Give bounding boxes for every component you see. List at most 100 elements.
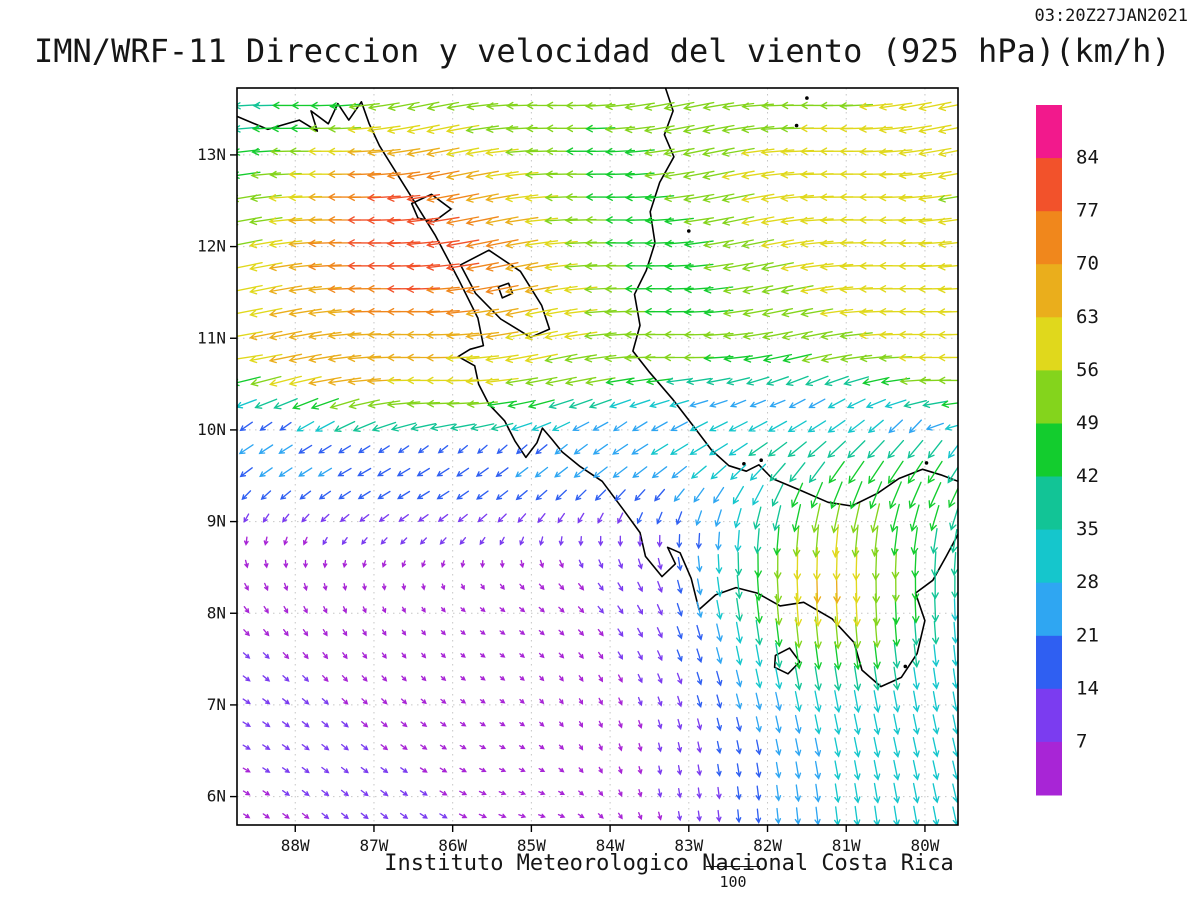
colorbar-segment: [1036, 688, 1062, 743]
wind-arrow: [932, 806, 940, 825]
wind-arrow: [288, 286, 322, 294]
wind-arrow: [696, 810, 702, 822]
wind-arrow: [624, 216, 655, 224]
wind-arrow: [749, 399, 766, 408]
wind-arrow: [775, 738, 782, 756]
wind-arrow: [499, 653, 506, 658]
wind-arrow: [445, 354, 480, 362]
wind-arrow: [716, 740, 722, 755]
wind-arrow: [617, 651, 624, 660]
wind-arrow: [485, 377, 519, 386]
wind-arrow: [617, 535, 623, 547]
wind-arrow: [853, 713, 861, 736]
lat-tick-label: 7N: [207, 695, 226, 714]
wind-arrow: [741, 216, 775, 226]
colorbar-label: 49: [1076, 412, 1099, 434]
wind-arrow: [524, 353, 558, 364]
wind-arrow: [515, 467, 529, 478]
wind-arrow: [702, 170, 735, 180]
wind-arrow: [765, 376, 789, 386]
wind-arrow: [695, 510, 703, 527]
wind-arrow: [551, 421, 571, 432]
islet-dot: [742, 462, 746, 466]
lon-tick-label: 88W: [281, 836, 310, 855]
wind-arrow: [558, 652, 565, 659]
wind-arrow: [421, 583, 426, 591]
wind-arrow: [908, 419, 922, 434]
wind-arrow: [425, 308, 460, 317]
wind-arrow: [657, 742, 663, 753]
wind-arrow: [558, 744, 565, 751]
wind-arrow: [740, 148, 775, 157]
wind-arrow: [671, 465, 687, 479]
wind-arrow: [871, 525, 879, 558]
islet-dot: [805, 96, 809, 100]
wind-arrow: [499, 560, 505, 569]
colorbar-label: 84: [1076, 147, 1099, 169]
wind-arrow: [396, 467, 411, 477]
wind-arrow: [376, 467, 391, 477]
wind-arrow: [439, 744, 448, 750]
wind-arrow: [922, 400, 948, 409]
wind-arrow: [504, 239, 539, 249]
wind-arrow: [538, 629, 545, 636]
wind-arrow: [341, 675, 349, 682]
wind-arrow: [535, 444, 548, 455]
wind-arrow: [406, 400, 441, 408]
wind-arrow: [504, 216, 539, 226]
wind-arrow: [761, 285, 794, 295]
wind-arrow: [347, 170, 382, 179]
wind-arrow: [893, 690, 901, 713]
wind-arrow: [752, 484, 764, 506]
wind-arrow: [479, 630, 486, 635]
wind-arrow: [366, 148, 401, 157]
wind-arrow: [539, 698, 545, 705]
wind-arrow: [849, 481, 863, 510]
wind-arrow: [787, 441, 807, 458]
wind-arrow: [741, 102, 775, 110]
wind-arrow: [769, 462, 786, 482]
wind-arrow: [903, 400, 927, 409]
wind-arrow: [440, 583, 446, 591]
wind-arrow: [485, 193, 519, 203]
wind-arrow: [446, 400, 479, 408]
wind-arrow: [927, 460, 943, 484]
wind-arrow: [268, 217, 303, 225]
lat-tick-label: 9N: [207, 512, 226, 531]
wind-arrow: [696, 555, 703, 573]
wind-arrow: [696, 741, 702, 754]
wind-arrow: [242, 767, 251, 773]
wind-arrow: [519, 676, 525, 681]
colorbar-segment: [1036, 264, 1062, 318]
colorbar-label: 21: [1076, 624, 1099, 646]
wind-arrow: [485, 262, 519, 272]
wind-arrow: [604, 170, 635, 179]
wind-arrow: [887, 460, 904, 485]
islet-dot: [759, 458, 763, 463]
wind-arrow: [378, 514, 390, 522]
wind-arrow: [878, 102, 913, 111]
colorbar-segment: [1036, 635, 1062, 690]
wind-arrow: [948, 486, 958, 509]
wind-arrow: [742, 285, 774, 295]
wind-arrow: [913, 690, 920, 713]
wind-arrow: [565, 101, 596, 110]
wind-arrow: [342, 652, 348, 660]
colorbar-segment: [1036, 582, 1062, 637]
wind-arrow: [839, 354, 873, 363]
wind-arrow: [381, 583, 387, 591]
wind-arrow: [239, 421, 253, 432]
wind-arrow: [755, 785, 762, 802]
colorbar-segment: [1036, 370, 1062, 424]
wind-arrow: [760, 171, 795, 180]
wind-arrow: [505, 377, 539, 386]
wind-arrow: [654, 488, 666, 502]
wind-arrow: [937, 353, 958, 362]
wind-arrow: [539, 536, 544, 547]
wind-arrow: [716, 670, 723, 687]
wind-arrow: [244, 559, 249, 569]
wind-arrow: [801, 353, 833, 364]
wind-arrow: [853, 690, 861, 714]
wind-arrow: [341, 537, 348, 546]
wind-arrow: [310, 101, 340, 110]
